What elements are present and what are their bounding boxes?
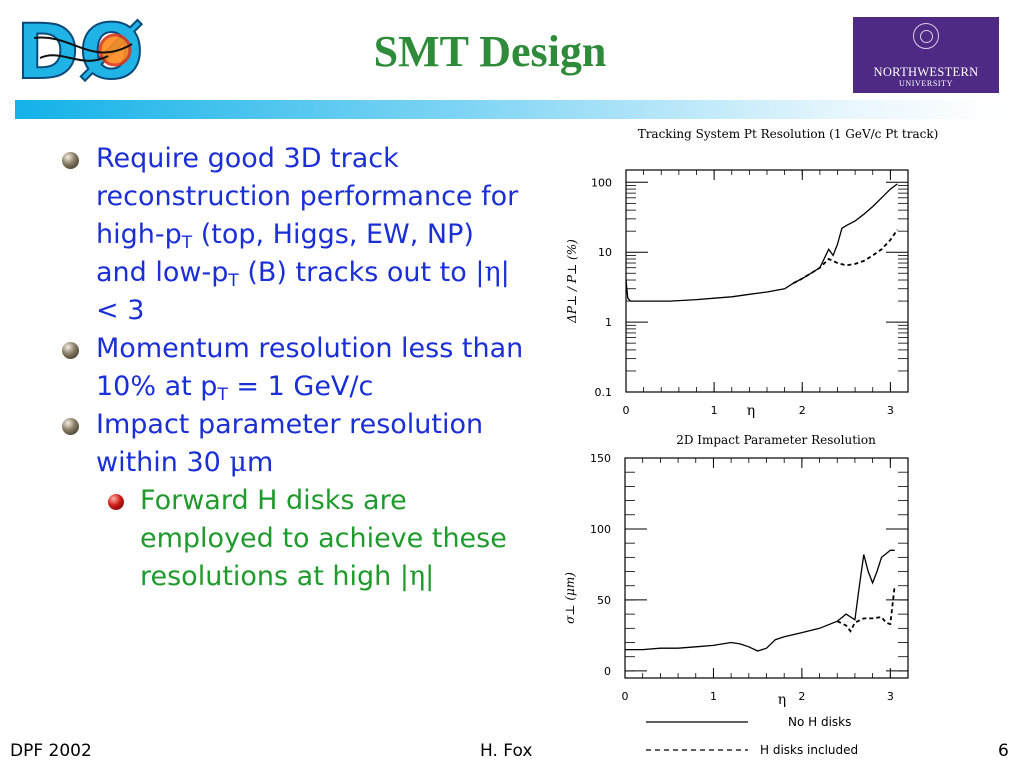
plot-frame: [625, 169, 909, 393]
x-axis-label: η: [747, 403, 755, 419]
bullet-item: Impact parameter resolution within 30 μm: [62, 406, 532, 482]
bullet-dot-icon: [62, 342, 79, 359]
logo-sub: UNIVERSITY: [899, 79, 953, 88]
series-line-no-h-disks: [625, 183, 898, 302]
footer-right: 6: [998, 741, 1009, 761]
series-line-h-disks: [792, 229, 899, 284]
bullet-dot-icon: [62, 418, 79, 435]
series-line-h-disks: [836, 585, 896, 633]
footer-center: H. Fox: [480, 741, 533, 761]
bullet-item: Require good 3D track reconstruction per…: [62, 140, 532, 330]
sub-bullet-dot-icon: [108, 494, 124, 510]
y-tick-label: 1: [605, 316, 612, 329]
x-tick-label: 3: [887, 690, 894, 703]
chart-title: 2D Impact Parameter Resolution: [676, 433, 876, 447]
logo-name: NORTHWESTERN: [873, 65, 979, 79]
footer-left: DPF 2002: [10, 741, 92, 761]
x-tick-label: 0: [623, 404, 630, 417]
y-tick-label: 100: [591, 176, 612, 189]
northwestern-logo: NORTHWESTERN UNIVERSITY: [853, 17, 999, 93]
sub-bullet-text: Forward H disks are employed to achieve …: [140, 485, 507, 592]
bullet-text: Momentum resolution less than 10% at pT …: [96, 333, 524, 405]
legend-entry: H disks included: [760, 743, 858, 757]
bullet-item: Momentum resolution less than 10% at pT …: [62, 330, 532, 406]
slide-title: SMT Design: [373, 27, 607, 76]
collision-burst-icon: [98, 33, 132, 67]
x-tick-label: 2: [799, 404, 806, 417]
x-tick-label: 1: [710, 690, 717, 703]
bullet-text: Require good 3D track reconstruction per…: [96, 143, 519, 326]
x-tick-label: 3: [887, 404, 894, 417]
x-axis-label: η: [778, 692, 786, 708]
x-tick-label: 1: [711, 404, 718, 417]
x-tick-label: 2: [798, 690, 805, 703]
bullet-dot-icon: [62, 152, 79, 169]
pt-resolution-chart: Tracking System Pt Resolution (1 GeV/c P…: [565, 127, 939, 419]
legend-entry: No H disks: [788, 715, 851, 729]
y-axis-label: ΔP⊥ / P⊥ (%): [565, 239, 579, 324]
y-tick-label: 100: [590, 523, 611, 536]
chart-title: Tracking System Pt Resolution (1 GeV/c P…: [638, 127, 939, 141]
y-axis-label: σ⊥ (μm): [563, 572, 577, 624]
series-line-no-h-disks: [625, 549, 895, 652]
y-tick-label: 150: [590, 452, 611, 465]
sub-bullet-item: Forward H disks are employed to achieve …: [108, 482, 532, 596]
bullet-list: Require good 3D track reconstruction per…: [62, 140, 532, 596]
y-tick-label: 50: [597, 594, 611, 607]
y-tick-label: 0.1: [595, 386, 613, 399]
plot-frame: [624, 457, 909, 679]
impact-parameter-chart: 2D Impact Parameter Resolution 0 1 2 3 150 10…: [563, 433, 909, 757]
x-tick-label: 0: [622, 690, 629, 703]
bullet-text: Impact parameter resolution within 30 μm: [96, 409, 484, 478]
track-swirl-icon: [33, 36, 133, 62]
d0-logo: DØ: [15, 8, 145, 90]
y-tick-label: 0: [604, 665, 611, 678]
header-bar: [15, 100, 1000, 119]
university-seal-icon: [913, 23, 939, 49]
y-tick-label: 10: [598, 246, 612, 259]
